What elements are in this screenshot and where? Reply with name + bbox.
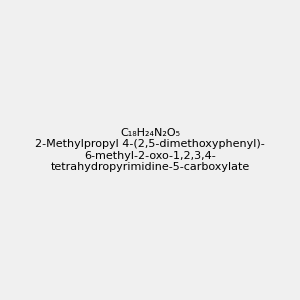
Text: C₁₈H₂₄N₂O₅
2-Methylpropyl 4-(2,5-dimethoxyphenyl)-
6-methyl-2-oxo-1,2,3,4-
tetra: C₁₈H₂₄N₂O₅ 2-Methylpropyl 4-(2,5-dimetho… xyxy=(35,128,265,172)
